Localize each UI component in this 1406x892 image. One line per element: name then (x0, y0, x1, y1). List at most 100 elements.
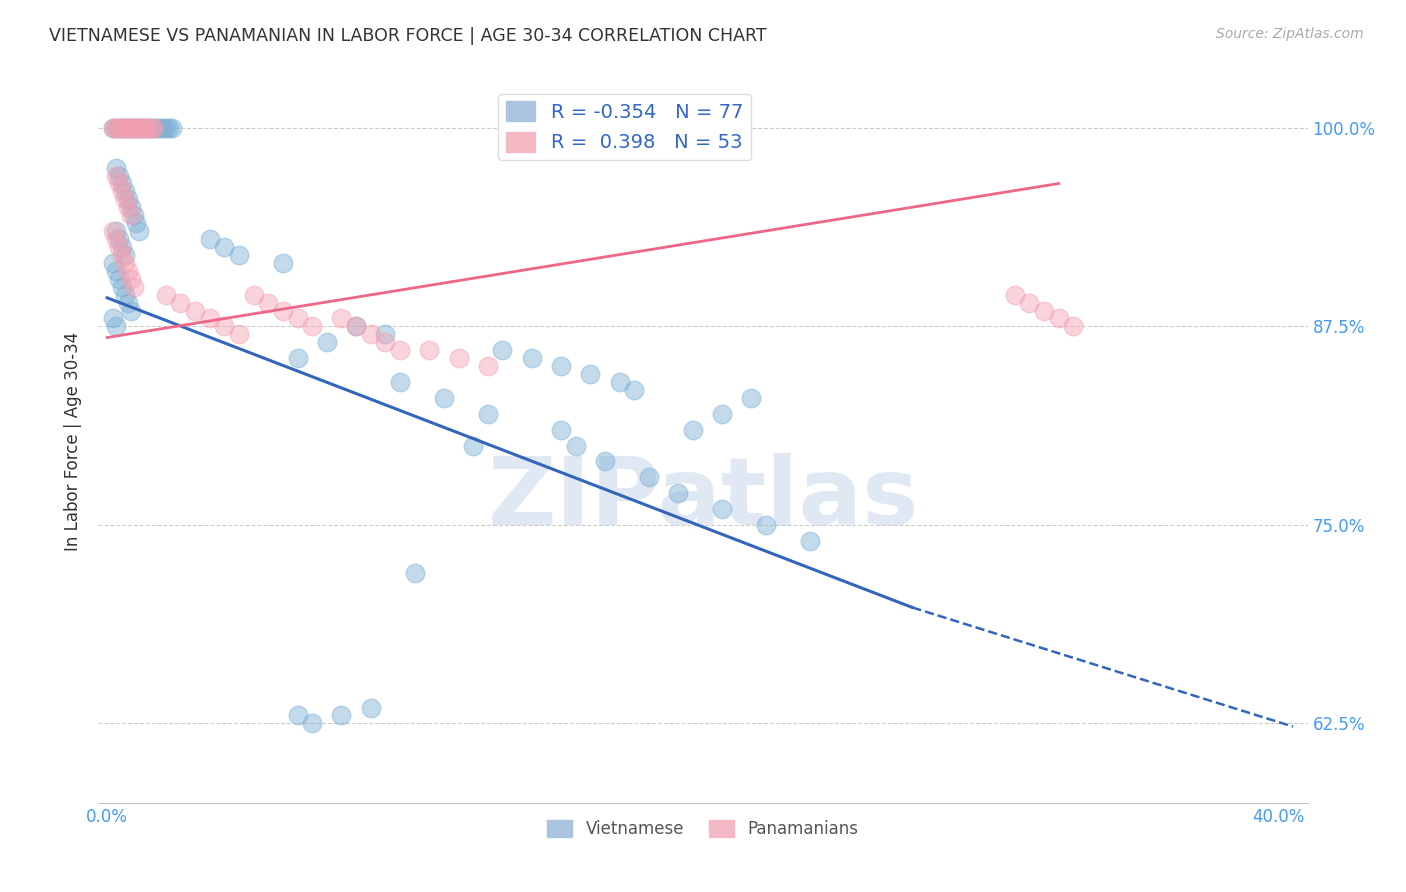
Point (330, 311, 353, 326)
Point (287, 708, 309, 723)
Point (228, 327, 250, 342)
Point (120, 120, 142, 135)
Point (1062, 319, 1084, 334)
Text: Source: ZipAtlas.com: Source: ZipAtlas.com (1216, 27, 1364, 41)
Point (1018, 295, 1040, 310)
Point (125, 120, 148, 135)
Point (360, 327, 382, 342)
Point (134, 120, 156, 135)
Point (117, 264, 139, 278)
Point (214, 319, 236, 334)
Text: VIETNAMESE VS PANAMANIAN IN LABOR FORCE | AGE 30-34 CORRELATION CHART: VIETNAMESE VS PANAMANIAN IN LABOR FORCE … (49, 27, 766, 45)
Point (114, 248, 136, 262)
Point (108, 169, 131, 183)
Point (155, 120, 177, 135)
Point (157, 120, 180, 135)
Point (360, 700, 382, 714)
Point (117, 120, 139, 135)
Point (330, 708, 353, 723)
Point (114, 120, 136, 135)
Point (111, 279, 134, 293)
Point (108, 120, 131, 135)
Point (122, 208, 145, 222)
Point (344, 319, 367, 334)
Point (120, 303, 142, 318)
Point (122, 120, 145, 135)
Point (564, 438, 586, 452)
Point (104, 319, 127, 334)
Point (114, 287, 136, 301)
Point (550, 359, 572, 373)
Point (301, 716, 323, 731)
Point (579, 367, 602, 381)
Point (799, 533, 821, 548)
Point (257, 295, 280, 310)
Point (101, 256, 124, 270)
Point (550, 423, 572, 437)
Point (271, 303, 294, 318)
Point (101, 224, 124, 238)
Point (374, 335, 396, 350)
Point (114, 256, 136, 270)
Point (609, 375, 631, 389)
Point (463, 438, 485, 452)
Point (242, 287, 264, 301)
Point (120, 200, 142, 214)
Point (388, 375, 411, 389)
Point (104, 232, 127, 246)
Point (108, 272, 131, 286)
Point (1033, 303, 1056, 318)
Point (198, 311, 221, 326)
Point (104, 224, 127, 238)
Point (146, 120, 169, 135)
Point (108, 240, 131, 254)
Point (108, 232, 131, 246)
Point (228, 248, 250, 262)
Point (1004, 287, 1026, 301)
Point (198, 232, 221, 246)
Point (1047, 311, 1070, 326)
Point (136, 120, 159, 135)
Point (287, 351, 309, 366)
Point (128, 120, 150, 135)
Point (374, 327, 396, 342)
Point (111, 177, 134, 191)
Point (740, 391, 762, 405)
Point (637, 470, 659, 484)
Point (388, 343, 411, 358)
Point (520, 351, 543, 366)
Point (117, 120, 139, 135)
Point (433, 391, 456, 405)
Point (108, 177, 131, 191)
Point (143, 120, 166, 135)
Point (125, 216, 148, 230)
Point (169, 295, 191, 310)
Point (214, 240, 236, 254)
Point (152, 120, 174, 135)
Point (117, 295, 139, 310)
Point (315, 335, 337, 350)
Point (134, 120, 156, 135)
Point (136, 120, 159, 135)
Point (114, 185, 136, 199)
Point (447, 351, 470, 366)
Point (139, 120, 162, 135)
Point (301, 319, 323, 334)
Point (120, 120, 142, 135)
Point (111, 120, 134, 135)
Point (111, 240, 134, 254)
Point (184, 303, 207, 318)
Point (108, 120, 131, 135)
Point (149, 120, 172, 135)
Point (418, 343, 440, 358)
Point (101, 120, 124, 135)
Point (122, 279, 145, 293)
Point (104, 120, 127, 135)
Point (491, 343, 513, 358)
Point (477, 359, 499, 373)
Point (125, 120, 148, 135)
Point (104, 264, 127, 278)
Point (128, 120, 150, 135)
Point (143, 120, 166, 135)
Point (155, 287, 177, 301)
